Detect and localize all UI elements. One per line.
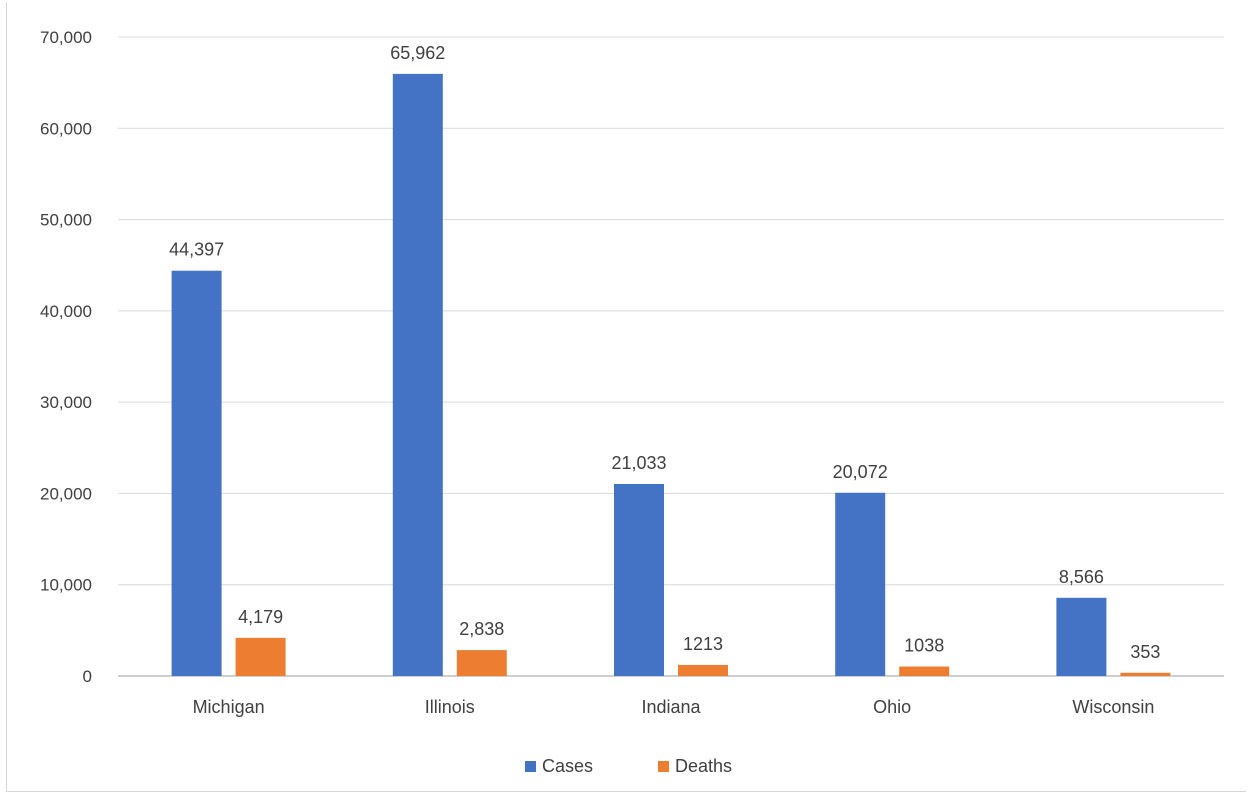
y-tick-label: 0	[83, 667, 92, 686]
bar-cases-indiana	[614, 483, 664, 676]
data-label-deaths-indiana: 1213	[683, 634, 723, 654]
y-tick-label: 20,000	[40, 484, 92, 503]
y-axis: 0 10,000 20,000 30,000 40,000 50,000 60,000 70,…	[40, 28, 92, 686]
data-label-deaths-ohio: 1038	[904, 636, 944, 656]
data-label-cases-illinois: 65,962	[390, 43, 445, 63]
y-tick-label: 10,000	[40, 576, 92, 595]
x-axis: Michigan Illinois Indiana Ohio Wisconsin	[193, 697, 1155, 717]
y-tick-label: 30,000	[40, 393, 92, 412]
data-label-cases-indiana: 21,033	[611, 453, 666, 473]
bar-cases-ohio	[835, 492, 886, 676]
bar-cases-illinois	[392, 73, 443, 677]
legend-swatch-cases	[525, 761, 536, 772]
y-tick-label: 60,000	[40, 119, 92, 138]
x-tick-label: Wisconsin	[1072, 697, 1154, 717]
bars	[171, 73, 1171, 677]
gridlines	[118, 36, 1224, 677]
bar-deaths-indiana	[678, 664, 728, 676]
legend-label-cases: Cases	[542, 756, 593, 776]
bar-deaths-wisconsin	[1120, 672, 1171, 676]
data-label-cases-wisconsin: 8,566	[1059, 567, 1104, 587]
bar-deaths-illinois	[456, 650, 507, 676]
x-tick-label: Michigan	[193, 697, 265, 717]
data-label-deaths-wisconsin: 353	[1130, 642, 1160, 662]
data-label-deaths-michigan: 4,179	[238, 607, 283, 627]
y-tick-label: 70,000	[40, 28, 92, 47]
legend-swatch-deaths	[658, 761, 669, 772]
bar-deaths-ohio	[899, 666, 950, 676]
data-labels: 44,397 4,179 65,962 2,838 21,033 1213 20,072 10…	[169, 43, 1160, 662]
y-tick-label: 50,000	[40, 211, 92, 230]
data-label-cases-ohio: 20,072	[833, 462, 888, 482]
legend: Cases Deaths	[525, 756, 732, 776]
legend-label-deaths: Deaths	[675, 756, 732, 776]
data-label-deaths-illinois: 2,838	[459, 619, 504, 639]
bar-cases-michigan	[171, 270, 222, 676]
x-tick-label: Ohio	[873, 697, 911, 717]
data-label-cases-michigan: 44,397	[169, 240, 224, 260]
bar-deaths-michigan	[235, 637, 286, 676]
chart-frame	[6, 2, 1246, 792]
x-tick-label: Illinois	[425, 697, 475, 717]
bar-cases-wisconsin	[1056, 597, 1107, 676]
x-tick-label: Indiana	[641, 697, 701, 717]
y-tick-label: 40,000	[40, 302, 92, 321]
